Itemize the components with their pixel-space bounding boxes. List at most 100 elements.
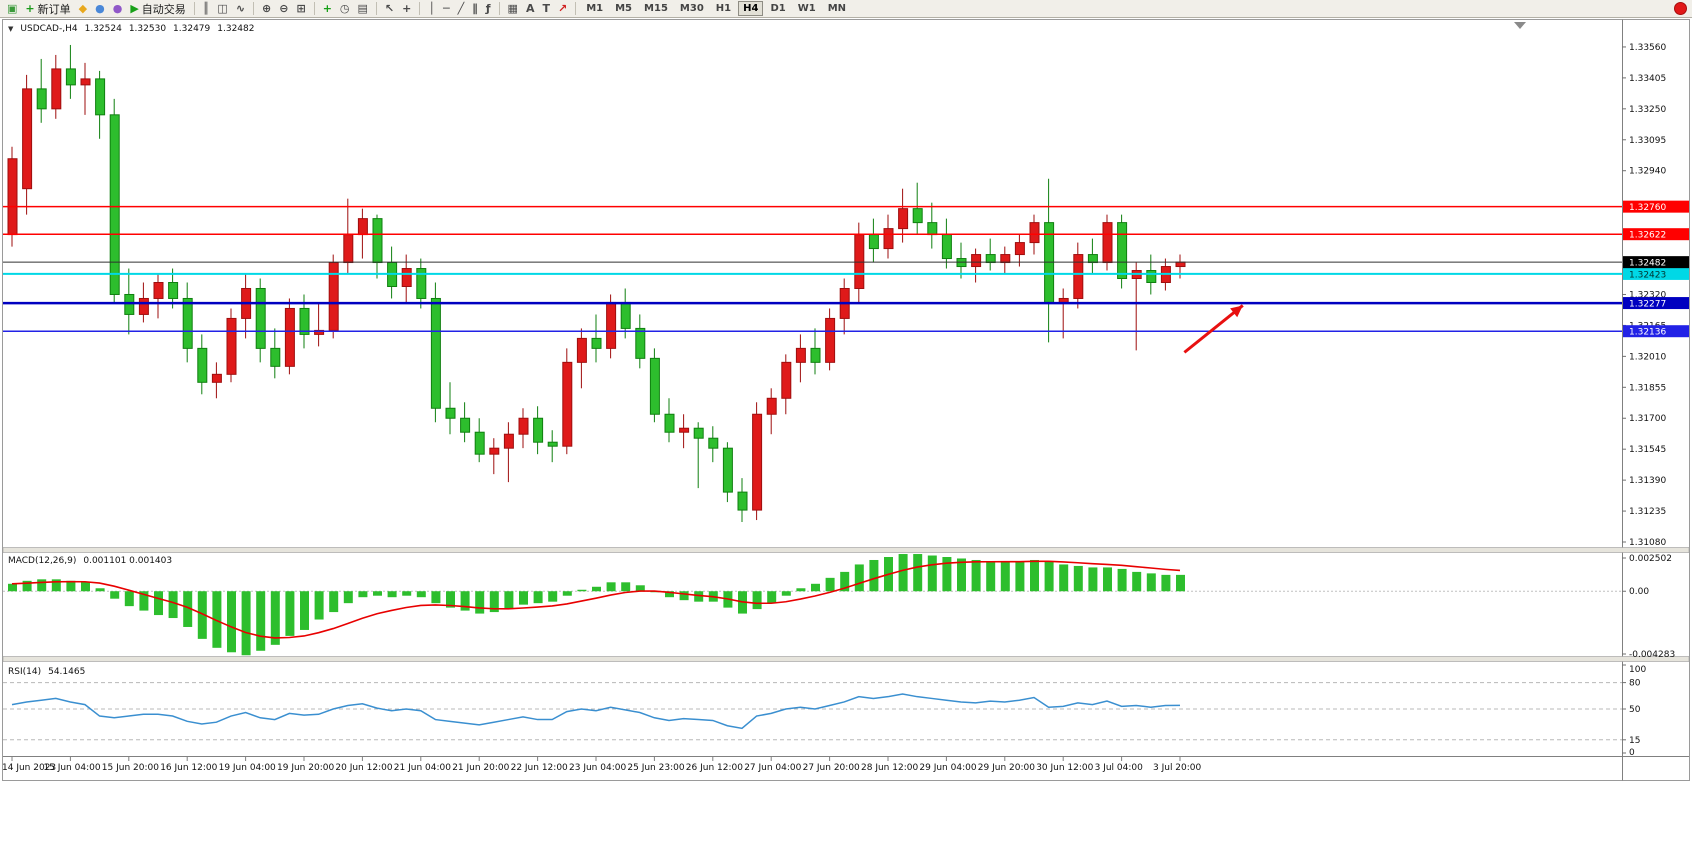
time-axis-label[interactable]: 22 Jun 12:00 — [511, 763, 568, 773]
macd-histogram-bar — [168, 591, 178, 619]
time-axis-label[interactable]: 27 Jun 20:00 — [803, 763, 860, 773]
cursor-tool-button[interactable]: ↖ — [381, 1, 398, 17]
macd-histogram-bar — [694, 591, 704, 602]
panel-splitter[interactable] — [2, 656, 1690, 662]
timeframe-button-mn[interactable]: MN — [823, 1, 851, 16]
navigator-tool-button[interactable]: ● — [109, 1, 127, 17]
time-axis-label[interactable]: 23 Jun 04:00 — [569, 763, 626, 773]
rsi-axis-label: 0 — [1629, 748, 1635, 758]
time-axis-label[interactable]: 3 Jul 04:00 — [1095, 763, 1144, 773]
macd-histogram-bar — [1073, 565, 1083, 592]
candle-body — [314, 329, 325, 335]
price-tick-label: 1.33095 — [1629, 136, 1666, 146]
alert-badge-icon[interactable] — [1674, 2, 1687, 15]
text-label-icon: T — [542, 1, 550, 15]
candle-body — [898, 208, 909, 230]
time-axis-label[interactable]: 15 Jun 04:00 — [43, 763, 100, 773]
candle-body — [36, 88, 47, 110]
zoom-out-tool-button[interactable]: ⊖ — [275, 1, 292, 17]
price-tick-label: 1.32940 — [1629, 167, 1666, 177]
macd-histogram-bar — [1044, 561, 1054, 592]
tile-windows-tool-button[interactable]: ⊞ — [292, 1, 309, 17]
candle-body — [109, 114, 120, 295]
candlestick-chart-tool-button[interactable]: ◫ — [213, 1, 231, 17]
market-watch-tool-button[interactable]: ● — [91, 1, 109, 17]
trendline-tool-button[interactable]: ╱ — [454, 1, 469, 17]
horizontal-line-tool-button[interactable]: ─ — [439, 1, 454, 17]
arrows-tool-button[interactable]: ↗ — [554, 1, 571, 17]
price-label-1.32622-text: 1.32622 — [1629, 231, 1666, 241]
line-chart-tool-button[interactable]: ∿ — [232, 1, 249, 17]
time-axis-label[interactable]: 30 Jun 12:00 — [1036, 763, 1093, 773]
trend-arrow-annotation[interactable] — [1183, 304, 1244, 354]
time-axis-label[interactable]: 29 Jun 20:00 — [978, 763, 1035, 773]
autotrading-button[interactable]: ▶ 自动交易 — [126, 1, 189, 17]
chart-collapse-icon[interactable]: ▼ — [8, 25, 14, 33]
candle-body — [810, 347, 821, 363]
fibonacci-tool-button[interactable]: ƒ — [482, 1, 495, 17]
candle-body — [883, 228, 894, 250]
text-tool-button[interactable]: A — [522, 1, 539, 17]
macd-axis-label: 0.002502 — [1629, 554, 1672, 564]
zoom-in-icon: ⊕ — [262, 1, 272, 15]
time-axis-label[interactable]: 28 Jun 12:00 — [861, 763, 918, 773]
macd-histogram-bar — [489, 591, 499, 613]
time-axis-label[interactable]: 21 Jun 04:00 — [394, 763, 451, 773]
timeframe-button-h4[interactable]: H4 — [738, 1, 764, 16]
candle-body — [460, 417, 471, 433]
current-price-label-text: 1.32482 — [1629, 259, 1666, 269]
chart-shift-marker[interactable] — [1514, 22, 1526, 29]
indicators-tool-button[interactable]: + — [319, 1, 336, 17]
zoom-in-tool-button[interactable]: ⊕ — [258, 1, 275, 17]
candle-body — [679, 427, 690, 433]
metaquotes-tool-button[interactable]: ◆ — [75, 1, 91, 17]
equidistant-channel-tool-button[interactable]: ∥ — [468, 1, 482, 17]
crosshair-tool-button[interactable]: + — [398, 1, 415, 17]
timeframe-button-h1[interactable]: H1 — [711, 1, 736, 16]
time-axis-label[interactable]: 3 Jul 20:00 — [1153, 763, 1202, 773]
toolbar-separator — [375, 2, 377, 15]
time-axis-label[interactable]: 25 Jun 23:00 — [627, 763, 684, 773]
new-chart-tool-button[interactable]: ▣ — [3, 1, 21, 17]
time-axis-label[interactable]: 27 Jun 04:00 — [744, 763, 801, 773]
templates-tool-button[interactable]: ▤ — [354, 1, 372, 17]
macd-histogram-bar — [460, 591, 470, 611]
bar-chart-tool-button[interactable]: ║ — [199, 1, 214, 17]
macd-histogram-bar — [475, 591, 485, 614]
new-order-icon: + — [25, 1, 35, 15]
macd-histogram-bar — [840, 571, 850, 592]
time-axis-label[interactable]: 16 Jun 12:00 — [160, 763, 217, 773]
text-label-tool-button[interactable]: T — [538, 1, 554, 17]
price-label-1.32760 — [1623, 200, 1689, 213]
macd-axis-label: 0.00 — [1629, 587, 1649, 597]
candle-body — [693, 427, 704, 439]
panel-splitter[interactable] — [2, 547, 1690, 553]
time-axis-label[interactable]: 19 Jun 20:00 — [277, 763, 334, 773]
macd-histogram-bar — [621, 582, 631, 592]
time-axis-label[interactable]: 14 Jun 2023 — [2, 763, 56, 773]
timeframe-button-w1[interactable]: W1 — [793, 1, 821, 16]
time-axis-label[interactable]: 19 Jun 04:00 — [219, 763, 276, 773]
trendline-icon: ╱ — [457, 1, 465, 15]
shapes-tool-button[interactable]: ▦ — [504, 1, 522, 17]
candle-body — [51, 68, 62, 110]
time-axis-label[interactable]: 26 Jun 12:00 — [686, 763, 743, 773]
periods-tool-button[interactable]: ◷ — [336, 1, 354, 17]
timeframe-button-m30[interactable]: M30 — [675, 1, 709, 16]
toolbar-button-group: ▣ + 新订单 ◆ ● ● ▶ 自动交易 ║ ◫ ∿ ⊕ ⊖ ⊞ + ◷ ▤ ↖ + │ ─ ╱ ∥ ƒ ▦ A T ↗ — [3, 0, 580, 17]
time-axis-label[interactable]: 29 Jun 04:00 — [919, 763, 976, 773]
timeframe-button-d1[interactable]: D1 — [765, 1, 790, 16]
chart-window-border — [2, 19, 1690, 781]
timeframe-button-m5[interactable]: M5 — [610, 1, 637, 16]
rsi-axis-label: 100 — [1629, 665, 1646, 675]
candle-body — [489, 447, 500, 455]
new-order-button[interactable]: + 新订单 — [21, 1, 74, 17]
vertical-line-tool-button[interactable]: │ — [424, 1, 439, 17]
time-axis-label[interactable]: 20 Jun 12:00 — [335, 763, 392, 773]
timeframe-button-m15[interactable]: M15 — [639, 1, 673, 16]
time-axis-label[interactable]: 21 Jun 20:00 — [452, 763, 509, 773]
candle-body — [445, 407, 456, 419]
timeframe-button-m1[interactable]: M1 — [581, 1, 608, 16]
time-axis-label[interactable]: 15 Jun 20:00 — [102, 763, 159, 773]
